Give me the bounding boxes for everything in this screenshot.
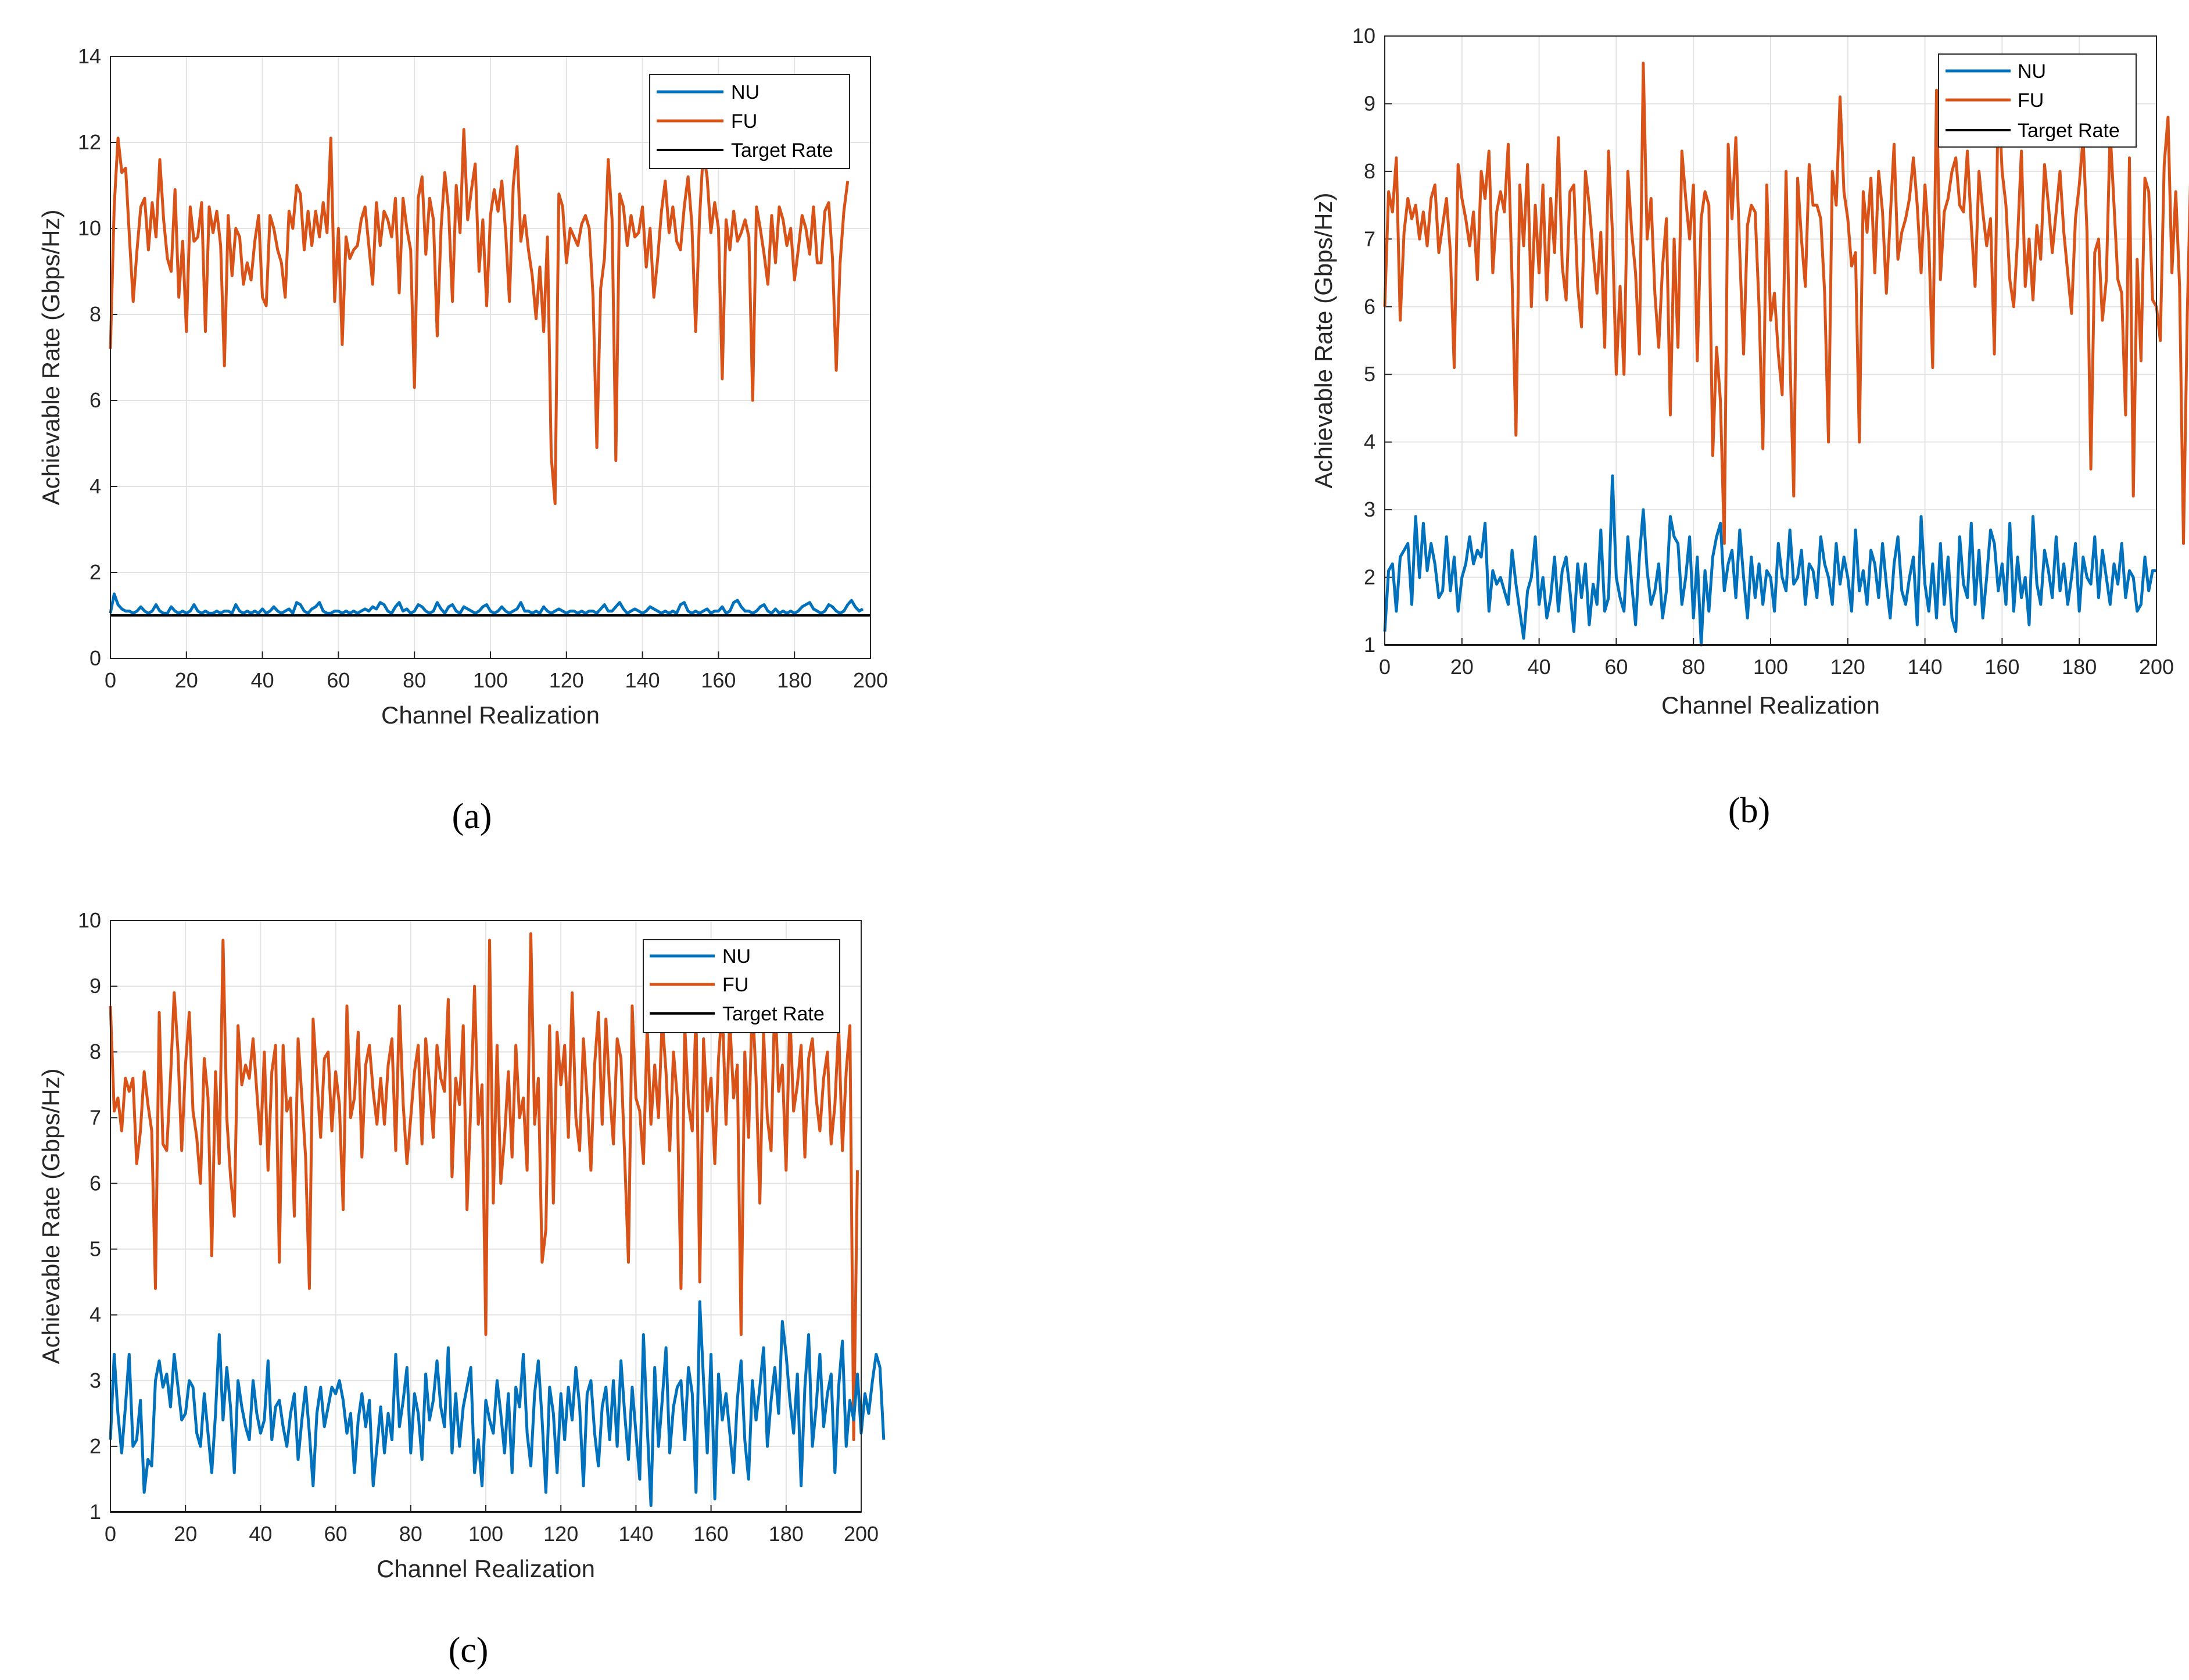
chart-b-xtick-label: 0 bbox=[1379, 655, 1391, 679]
chart-b-xtick-label: 40 bbox=[1528, 655, 1551, 679]
chart-c-ytick-label: 10 bbox=[78, 908, 101, 932]
chart-a-xtick-label: 180 bbox=[777, 668, 812, 692]
chart-a-series bbox=[109, 128, 870, 617]
chart-b-legend-label-target: Target Rate bbox=[2018, 120, 2120, 142]
chart-a-axes-box bbox=[110, 56, 871, 659]
chart-a-series-nu bbox=[109, 592, 864, 615]
chart-b-ytick-label: 3 bbox=[1364, 497, 1375, 521]
chart-c-xtick-label: 40 bbox=[249, 1522, 272, 1546]
chart-b-series-nu bbox=[1383, 474, 2156, 647]
chart-a-series-fu bbox=[109, 128, 850, 506]
chart-b-xtick-label: 160 bbox=[1984, 655, 2019, 679]
chart-c-ylabel: Achievable Rate (Gbps/Hz) bbox=[37, 1069, 65, 1364]
chart-b-ticks: 0 20 40 60 80 100 120 140 160 180 200 1 2 3 4 5 6 7 8 9 10 bbox=[1352, 24, 2174, 679]
chart-a-ticks: 0 20 40 60 80 100 120 140 160 180 200 0 2 4 6 8 10 12 14 bbox=[78, 44, 888, 692]
chart-a-ylabel: Achievable Rate (Gbps/Hz) bbox=[37, 210, 65, 506]
chart-a-ytick-label: 4 bbox=[89, 474, 101, 498]
chart-a-xlabel: Channel Realization bbox=[381, 701, 600, 729]
chart-a-xtick-label: 40 bbox=[251, 668, 274, 692]
chart-b-xtick-label: 100 bbox=[1753, 655, 1788, 679]
chart-c-caption: (c) bbox=[449, 1631, 489, 1670]
chart-c-xtick-label: 140 bbox=[618, 1522, 653, 1546]
chart-a-legend[interactable]: NU FU Target Rate bbox=[649, 74, 850, 169]
chart-b-ytick-label: 5 bbox=[1364, 362, 1375, 386]
chart-b-ytick-label: 9 bbox=[1364, 91, 1375, 115]
chart-c-ytick-label: 6 bbox=[89, 1171, 101, 1195]
chart-a-xtick-label: 0 bbox=[105, 668, 116, 692]
chart-a-ytick-label: 14 bbox=[78, 44, 101, 68]
chart-a-ytick-label: 0 bbox=[89, 646, 101, 670]
chart-c-ytick-label: 2 bbox=[89, 1434, 101, 1458]
chart-b-series-fu bbox=[1383, 62, 2189, 545]
chart-c-xtick-label: 160 bbox=[694, 1522, 729, 1546]
chart-c-legend-label-target: Target Rate bbox=[722, 1003, 825, 1025]
chart-c-xtick-label: 180 bbox=[769, 1522, 804, 1546]
chart-b-xtick-label: 60 bbox=[1604, 655, 1628, 679]
chart-b-ytick-label: 6 bbox=[1364, 295, 1375, 318]
chart-b-ylabel: Achievable Rate (Gbps/Hz) bbox=[1310, 193, 1337, 489]
chart-a: 0 20 40 60 80 100 120 140 160 180 200 0 2 4 6 8 10 12 14 C… bbox=[37, 44, 888, 836]
chart-b: 0 20 40 60 80 100 120 140 160 180 200 1 2 3 4 5 6 7 8 9 10 C… bbox=[1310, 24, 2189, 830]
chart-b-xtick-label: 200 bbox=[2139, 655, 2174, 679]
chart-b-xlabel: Channel Realization bbox=[1661, 692, 1880, 719]
chart-a-xtick-label: 120 bbox=[549, 668, 584, 692]
chart-c-xtick-label: 80 bbox=[399, 1522, 422, 1546]
chart-a-caption: (a) bbox=[452, 797, 492, 836]
chart-c-ytick-label: 9 bbox=[89, 974, 101, 998]
chart-b-xtick-label: 120 bbox=[1830, 655, 1865, 679]
chart-a-ytick-label: 8 bbox=[89, 302, 101, 326]
chart-a-ytick-label: 10 bbox=[78, 216, 101, 240]
chart-a-xtick-label: 80 bbox=[403, 668, 426, 692]
chart-c-xtick-label: 0 bbox=[105, 1522, 116, 1546]
chart-b-xtick-label: 80 bbox=[1682, 655, 1705, 679]
chart-c-ticks: 0 20 40 60 80 100 120 140 160 180 200 1 2 3 4 5 6 7 8 9 10 bbox=[78, 908, 879, 1546]
chart-c-xtick-label: 200 bbox=[844, 1522, 879, 1546]
chart-c-ytick-label: 5 bbox=[89, 1237, 101, 1261]
chart-b-ytick-label: 2 bbox=[1364, 565, 1375, 589]
chart-b-xtick-label: 140 bbox=[1908, 655, 1943, 679]
chart-b-legend-label-nu: NU bbox=[2018, 60, 2046, 83]
chart-a-xtick-label: 60 bbox=[327, 668, 350, 692]
chart-a-legend-label-fu: FU bbox=[731, 110, 757, 132]
chart-b-legend-label-fu: FU bbox=[2018, 89, 2044, 112]
chart-a-xtick-label: 160 bbox=[701, 668, 736, 692]
chart-b-legend[interactable]: NU FU Target Rate bbox=[1938, 53, 2137, 148]
chart-a-legend-label-nu: NU bbox=[731, 81, 759, 103]
chart-c: 0 20 40 60 80 100 120 140 160 180 200 1 2 3 4 5 6 7 8 9 10 C… bbox=[37, 908, 886, 1670]
chart-a-ytick-label: 6 bbox=[89, 388, 101, 412]
chart-c-ytick-label: 4 bbox=[89, 1303, 101, 1327]
chart-c-ytick-label: 8 bbox=[89, 1040, 101, 1063]
chart-c-series-fu bbox=[109, 932, 859, 1442]
chart-c-xtick-label: 100 bbox=[468, 1522, 503, 1546]
chart-c-axes-box bbox=[110, 920, 862, 1513]
chart-c-legend-label-fu: FU bbox=[722, 974, 748, 996]
chart-a-xtick-label: 100 bbox=[473, 668, 508, 692]
chart-a-xtick-label: 200 bbox=[853, 668, 888, 692]
chart-b-ytick-label: 8 bbox=[1364, 159, 1375, 183]
chart-c-ytick-label: 7 bbox=[89, 1105, 101, 1129]
chart-b-ytick-label: 10 bbox=[1352, 24, 1375, 48]
chart-b-xtick-label: 20 bbox=[1450, 655, 1474, 679]
chart-a-xtick-label: 20 bbox=[175, 668, 198, 692]
chart-c-ytick-label: 3 bbox=[89, 1369, 101, 1392]
chart-c-series-nu bbox=[109, 1300, 886, 1507]
chart-c-xtick-label: 20 bbox=[174, 1522, 197, 1546]
chart-b-ytick-label: 7 bbox=[1364, 227, 1375, 250]
chart-c-ytick-label: 1 bbox=[89, 1500, 101, 1524]
chart-a-xtick-label: 140 bbox=[625, 668, 660, 692]
chart-c-legend[interactable]: NU FU Target Rate bbox=[643, 939, 840, 1033]
chart-c-legend-label-nu: NU bbox=[722, 945, 751, 968]
chart-c-xlabel: Channel Realization bbox=[377, 1555, 595, 1582]
chart-b-axes-box bbox=[1384, 35, 2157, 646]
chart-a-ytick-label: 2 bbox=[89, 560, 101, 584]
chart-c-xtick-label: 60 bbox=[324, 1522, 347, 1546]
chart-a-ytick-label: 12 bbox=[78, 130, 101, 154]
chart-b-ytick-label: 4 bbox=[1364, 430, 1375, 454]
chart-a-legend-label-target: Target Rate bbox=[731, 139, 833, 162]
chart-b-ytick-label: 1 bbox=[1364, 633, 1375, 657]
chart-c-xtick-label: 120 bbox=[543, 1522, 578, 1546]
chart-b-caption: (b) bbox=[1728, 791, 1770, 830]
chart-b-xtick-label: 180 bbox=[2062, 655, 2097, 679]
